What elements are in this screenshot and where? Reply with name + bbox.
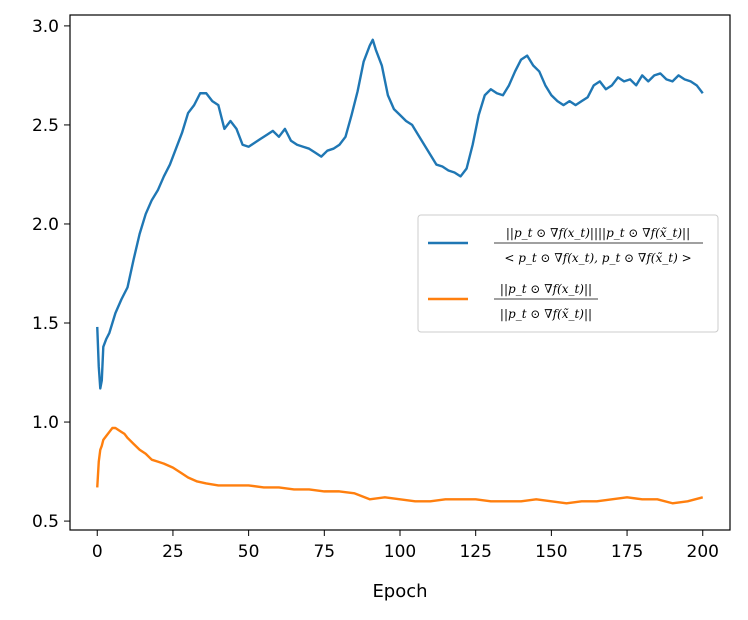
series-line-2	[96, 426, 704, 505]
x-tick-label: 50	[238, 542, 260, 562]
legend-entry-2-numerator: ||p_t ⊙ ∇f(x_t)||	[500, 282, 592, 296]
legend-box	[417, 214, 719, 333]
legend-entry-1-numerator: ||p_t ⊙ ∇f(x_t)||||p_t ⊙ ∇f(x̃_t)||	[506, 226, 690, 240]
x-tick-label: 75	[313, 542, 335, 562]
series-layer	[96, 38, 704, 505]
x-axis-label: Epoch	[372, 581, 427, 602]
legend-entry-1-denominator: < p_t ⊙ ∇f(x_t), p_t ⊙ ∇f(x̃_t) >	[504, 251, 691, 265]
x-tick-label: 0	[92, 542, 103, 562]
x-tick-label: 25	[162, 542, 184, 562]
y-tick-label: 1.5	[32, 314, 59, 334]
x-tick-label: 200	[687, 542, 719, 562]
x-tick-label: 150	[535, 542, 567, 562]
x-axis: 0 25 50 75 100 125 150 175 200	[92, 530, 719, 562]
y-tick-label: 1.0	[32, 413, 59, 433]
y-tick-label: 2.5	[32, 116, 59, 136]
y-tick-label: 3.0	[32, 17, 59, 37]
legend-entry-2-denominator: ||p_t ⊙ ∇f(x̃_t)||	[500, 307, 592, 321]
y-tick-label: 0.5	[32, 512, 59, 532]
legend: ||p_t ⊙ ∇f(x_t)||||p_t ⊙ ∇f(x̃_t)|| < p_…	[417, 214, 719, 333]
x-tick-label: 100	[384, 542, 416, 562]
y-tick-label: 2.0	[32, 215, 59, 235]
x-tick-label: 125	[459, 542, 491, 562]
x-tick-label: 175	[611, 542, 643, 562]
series-line-1	[96, 38, 704, 390]
y-axis: 0.5 1.0 1.5 2.0 2.5 3.0	[32, 17, 70, 532]
